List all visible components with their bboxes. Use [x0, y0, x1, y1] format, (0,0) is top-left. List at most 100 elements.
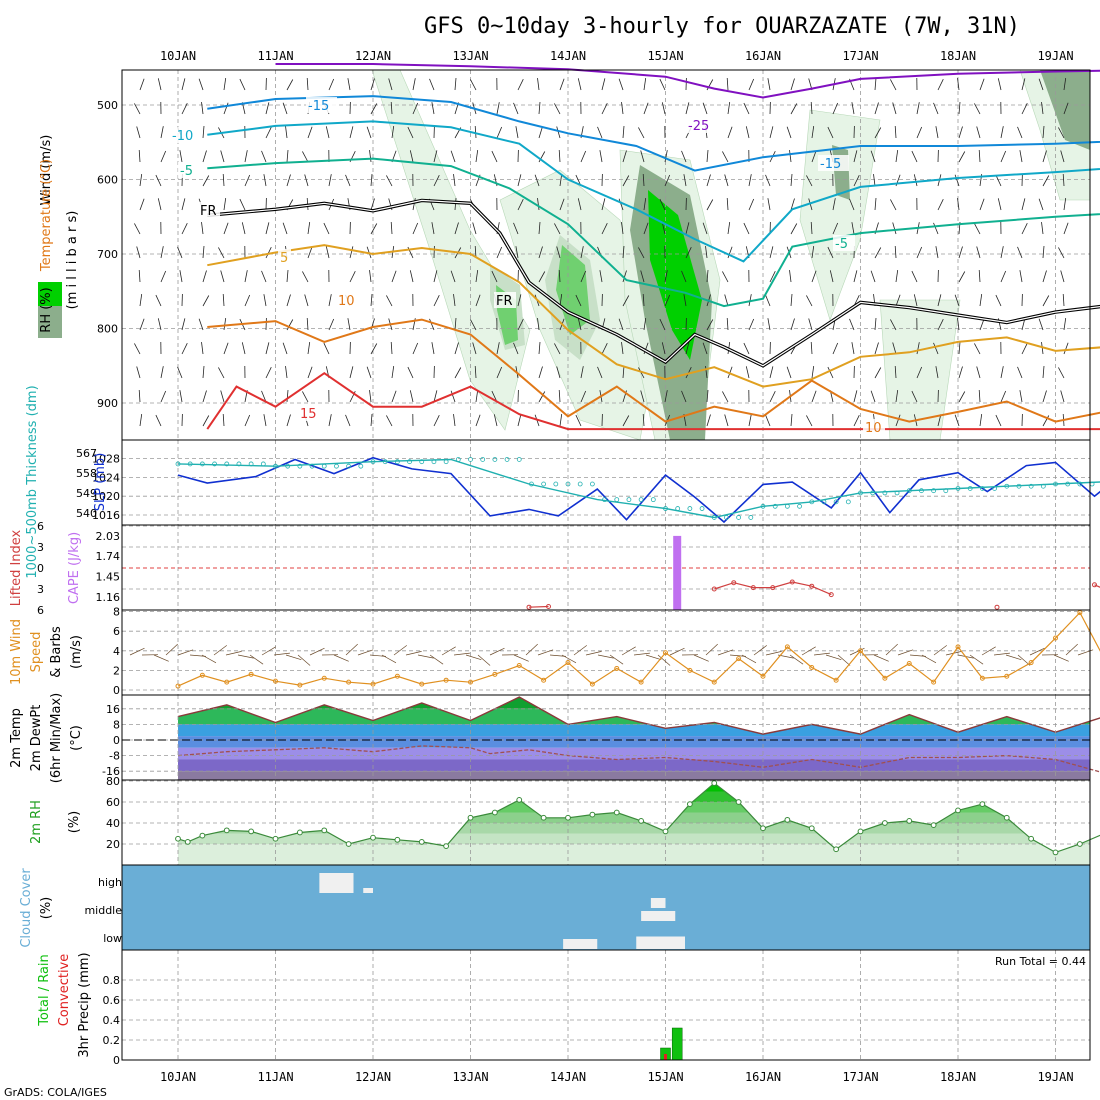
wind-barb — [306, 77, 309, 91]
thickness-marker — [992, 486, 997, 491]
wind-barb — [727, 366, 733, 379]
thickness-marker — [1077, 481, 1083, 487]
wind-barb — [599, 150, 603, 163]
dewpoint-line — [177, 745, 1100, 773]
wind-barb — [181, 198, 186, 211]
wind-barb — [370, 293, 373, 307]
wind-barb — [790, 413, 793, 427]
wind10m-barb — [765, 651, 782, 656]
wind-barb — [748, 78, 755, 91]
wind-barb — [409, 150, 414, 163]
wind-speed-marker — [809, 664, 815, 670]
wind-barb — [155, 414, 162, 427]
wind-barb — [622, 295, 630, 307]
wind-ytick: 4 — [113, 645, 120, 658]
wind-barb — [202, 365, 205, 379]
wind10m-barb — [633, 652, 650, 656]
contour-label: 15 — [300, 407, 317, 422]
wind-barb — [1063, 102, 1069, 115]
cloud-row-label: middle — [84, 904, 122, 917]
wind10m-barb — [669, 647, 685, 656]
wind-barb — [433, 175, 440, 187]
wind-barb — [621, 222, 624, 235]
date-axis-top: 10JAN 11JAN 12JAN 13JAN 14JAN 15JAN 16JAN 17JAN… — [160, 49, 1074, 63]
wind10m-barb — [225, 651, 242, 656]
upper-ylabel-units: (m i l l i b a r s) — [65, 211, 80, 310]
wind-barb — [244, 174, 251, 187]
wind-barb — [537, 318, 540, 331]
thickness-marker — [321, 463, 327, 469]
date-label-top: 13JAN — [452, 49, 488, 63]
wind-barb — [134, 343, 141, 355]
wind-speed-marker — [346, 679, 352, 685]
wind-barb — [643, 102, 649, 115]
wind-ylabel-4: (m/s) — [69, 635, 84, 669]
cloud-row-label: low — [103, 932, 122, 945]
wind-barb — [472, 342, 477, 355]
thickness-marker — [455, 457, 461, 462]
thickness-marker — [809, 499, 815, 505]
contour-label-bg — [818, 155, 849, 171]
thickness-ytick: 540 — [76, 507, 97, 520]
temp-ytick: 0 — [113, 734, 120, 747]
wind10m-barb — [405, 651, 422, 656]
thickness-marker — [541, 481, 547, 487]
contour-label-bg — [298, 405, 320, 421]
date-label-bottom: 13JAN — [452, 1070, 488, 1084]
wind-barb — [450, 270, 456, 283]
wind-barb — [513, 222, 519, 235]
wind-barb — [892, 102, 897, 115]
wind-barb — [160, 126, 164, 139]
wind-ytick: 0 — [113, 684, 120, 697]
wind10m-barb — [393, 645, 408, 656]
wind-barb — [622, 150, 627, 163]
wind-barb — [370, 198, 375, 211]
wind-barb — [202, 175, 210, 187]
wind-barb — [412, 342, 419, 355]
wind-barb — [849, 198, 855, 211]
wind-barb — [622, 270, 627, 283]
wind-barb — [895, 150, 899, 163]
wind-ytick: 2 — [113, 664, 120, 677]
wind-barb — [874, 367, 882, 379]
wind-barb — [391, 126, 395, 139]
wind-barb — [874, 247, 882, 259]
wind-barb — [640, 390, 645, 403]
wind-barb — [954, 294, 960, 307]
thickness-marker — [760, 503, 766, 509]
wind-barb — [727, 126, 733, 139]
wind-barb — [370, 413, 373, 427]
rh-marker — [516, 797, 523, 803]
rh-marker — [906, 818, 913, 824]
wind-barb — [913, 294, 918, 307]
wind-barb — [239, 78, 246, 91]
convective-bar — [664, 1054, 667, 1060]
rh-shade — [648, 190, 702, 360]
rh-ytick: 80 — [106, 775, 120, 788]
wind-barb — [391, 390, 397, 403]
wind-barb — [1063, 198, 1067, 211]
wind-barb — [577, 78, 582, 91]
cape-ytick: 2.03 — [96, 530, 121, 543]
wind-barb — [748, 174, 752, 187]
wind-barb — [517, 199, 524, 211]
date-label-top: 12JAN — [355, 49, 391, 63]
wind-barb — [661, 102, 666, 115]
temp-ylabel-2: 2m DewPt — [29, 705, 44, 772]
wind-barb — [681, 390, 687, 403]
wind-barb — [1063, 222, 1069, 235]
upper-ytick: 900 — [97, 397, 118, 410]
wind-barb — [706, 199, 714, 211]
wind-barb — [958, 341, 961, 355]
rh-marker — [199, 832, 206, 839]
wind-speed-marker — [443, 677, 449, 683]
date-label-top: 10JAN — [160, 49, 196, 63]
slp-ylabel: SLP (mb) — [93, 453, 108, 512]
wind-barb — [157, 198, 162, 211]
temp-band — [178, 747, 1090, 760]
thickness-marker — [431, 459, 437, 465]
wind-speed-marker — [1077, 610, 1083, 616]
wind-barb — [743, 222, 750, 235]
wind-barb — [286, 174, 291, 187]
rh-marker — [589, 811, 596, 818]
